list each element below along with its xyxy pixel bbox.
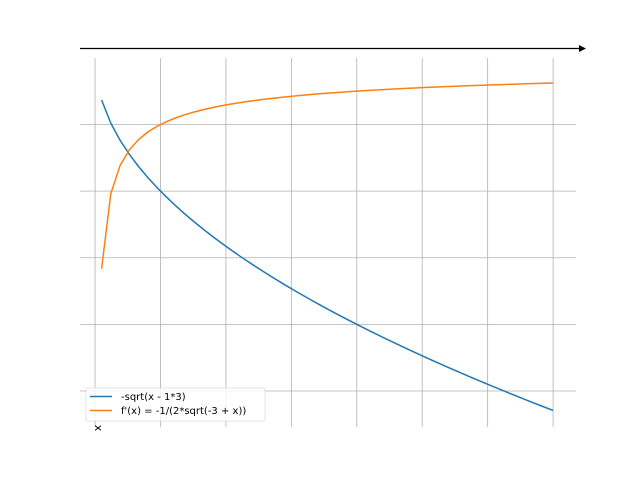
legend-label-0: -sqrt(x - 1*3): [121, 392, 186, 403]
x-axis-arrow-icon: [579, 45, 586, 52]
series-line-0: [100, 99, 554, 412]
grid: [80, 58, 576, 427]
legend-box: [85, 387, 266, 422]
x-axis-label: x: [92, 425, 105, 432]
legend: -sqrt(x - 1*3) f'(x) = -1/(2*sqrt(-3 + x…: [85, 387, 266, 422]
series-lines: [100, 82, 554, 412]
legend-label-1: f'(x) = -1/(2*sqrt(-3 + x)): [121, 406, 246, 417]
series-line-1: [100, 82, 554, 269]
